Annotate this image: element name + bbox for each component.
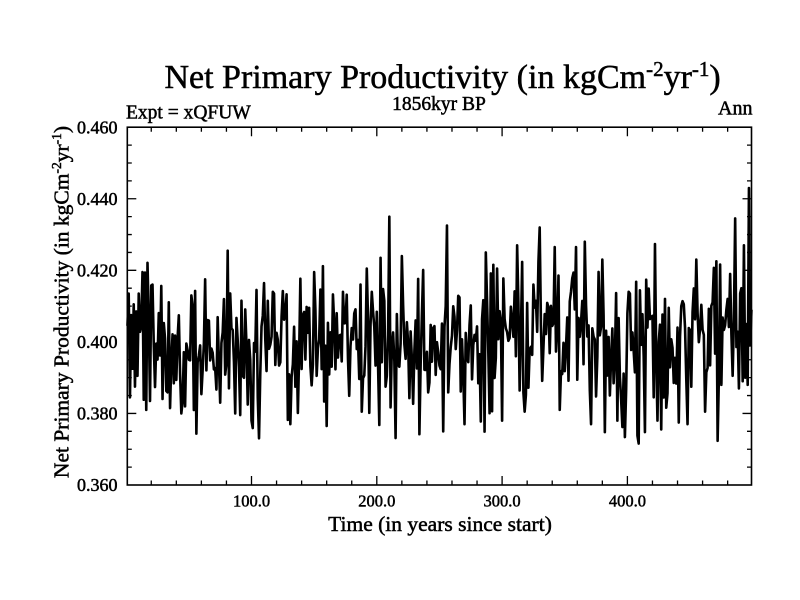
svg-text:Time (in years since start): Time (in years since start) <box>328 512 552 536</box>
svg-text:Expt = xQFUW: Expt = xQFUW <box>126 103 251 124</box>
svg-text:Net Primary Productivity (in k: Net Primary Productivity (in kgCm-2yr-1) <box>49 126 74 478</box>
svg-text:300.0: 300.0 <box>484 492 521 511</box>
svg-text:0.400: 0.400 <box>77 332 118 352</box>
svg-text:200.0: 200.0 <box>358 492 395 511</box>
svg-text:0.360: 0.360 <box>77 475 118 495</box>
svg-text:400.0: 400.0 <box>609 492 646 511</box>
svg-text:0.460: 0.460 <box>77 117 118 137</box>
svg-text:0.420: 0.420 <box>77 261 118 281</box>
svg-text:1856kyr BP: 1856kyr BP <box>392 94 486 115</box>
svg-text:0.440: 0.440 <box>77 189 118 209</box>
svg-text:0.380: 0.380 <box>77 404 118 424</box>
svg-text:100.0: 100.0 <box>233 492 270 511</box>
svg-text:Ann: Ann <box>718 98 752 120</box>
svg-text:Net Primary Productivity (in k: Net Primary Productivity (in kgCm-2yr-1) <box>164 57 720 96</box>
